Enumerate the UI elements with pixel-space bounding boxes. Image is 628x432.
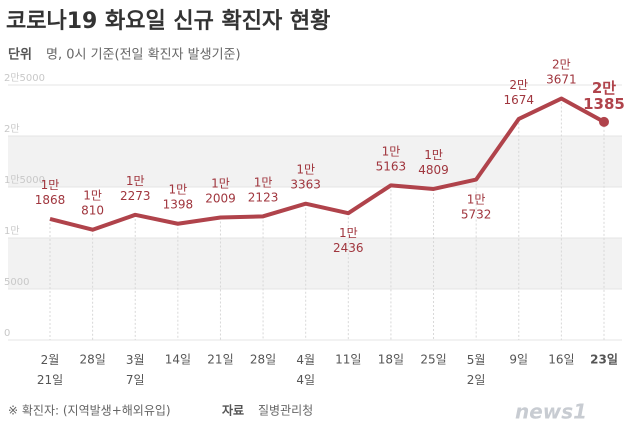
x-tick-label: 25일 [420,353,446,367]
chart-title: 코로나19 화요일 신규 확진자 현황 [6,9,330,34]
x-tick-label: 28일 [79,353,105,367]
x-tick-label: 21일 [207,353,233,367]
value-label: 1만 5163 [376,144,407,173]
line [49,96,605,232]
x-tick-label: 28일 [250,353,276,367]
value-label: 1만 1398 [163,182,194,211]
footnote: ※ 확진자: (지역발생+해외유입) [8,404,171,418]
x-tick-label: 5월 2일 [467,353,486,387]
source: 질병관리청 [258,404,313,418]
y-tick-label: 2만5000 [4,72,45,84]
logo: news1 [515,400,587,424]
x-tick-label: 4월 4일 [296,353,315,387]
x-tick-label: 14일 [165,353,191,367]
source-label: 자료 [222,403,244,418]
subtitle: 명, 0시 기준(전일 확진자 발생기준) [46,48,241,63]
value-label: 1만 1868 [35,177,66,206]
y-tick-label: 1만5000 [4,174,45,186]
x-tick-label: 18일 [378,353,404,367]
value-label: 1만 4809 [418,147,449,176]
value-label: 1만 2009 [205,176,236,205]
grid-band [8,238,622,289]
value-label: 2만 1385 [583,78,625,112]
x-tick-label: 11일 [335,353,361,367]
x-tick-label: 2월 21일 [37,353,63,387]
x-tick-label: 9일 [509,353,528,367]
value-label: 2만 3671 [546,57,577,86]
y-tick-label: 1만 [4,225,20,237]
value-label: 1만 810 [81,188,104,217]
value-label: 1만 5732 [461,192,492,221]
plot: 0 5000 1만 1만5000 2만 2만5000 2월 21일 28일 3월 7일 14일 21일 2… [4,57,625,386]
x-tick-label: 23일 [590,353,618,367]
value-label: 1만 2436 [333,226,364,255]
value-label: 2만 1674 [503,77,534,106]
y-tick-label: 2만 [4,123,20,135]
end-marker [599,116,609,127]
y-tick-label: 5000 [4,277,29,288]
grid-band [8,136,622,187]
x-tick-label: 3월 7일 [126,353,145,387]
value-label: 1만 3363 [290,162,321,191]
unit-label: 단위 [8,47,32,63]
value-label: 1만 2273 [120,173,151,202]
x-tick-label: 16일 [548,353,574,367]
y-tick-label: 0 [4,328,10,339]
value-label: 1만 2123 [248,175,279,204]
